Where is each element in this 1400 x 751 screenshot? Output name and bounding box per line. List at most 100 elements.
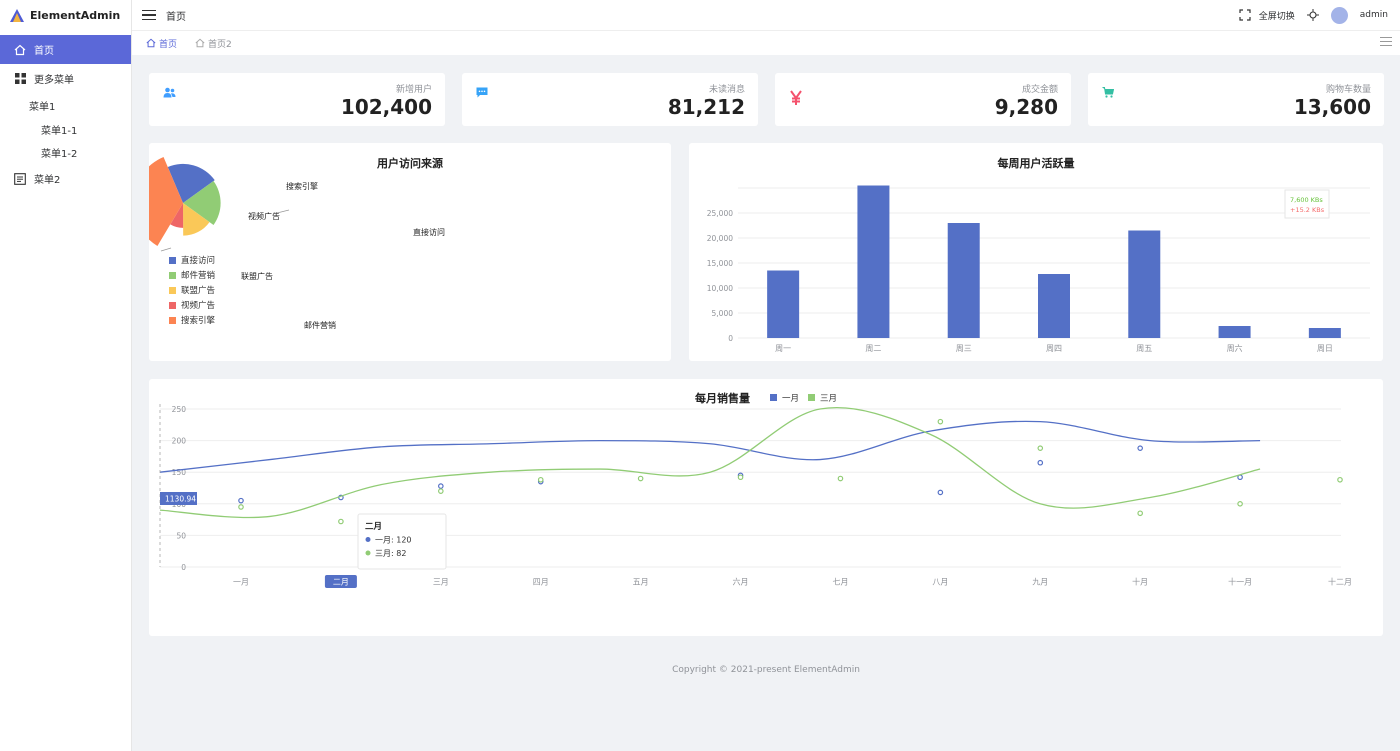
footer-copyright: Copyright © 2021-present ElementAdmin — [672, 665, 860, 675]
line-ytick: 0 — [181, 563, 186, 572]
fullscreen-icon[interactable] — [1239, 9, 1251, 21]
logo[interactable]: ElementAdmin — [0, 0, 131, 30]
sidebar-item-label: 菜单2 — [34, 175, 61, 186]
pie-legend-item[interactable]: 邮件营销 — [181, 270, 216, 281]
line-point[interactable] — [537, 476, 544, 483]
pie-legend-item[interactable]: 联盟广告 — [181, 285, 215, 296]
sidebar: ElementAdmin 首页 更多菜单 菜单1 菜单1-1 菜单1-2 菜单2 — [0, 0, 132, 751]
pie-label-video: 视频广告 — [248, 211, 280, 221]
pie-legend-item[interactable]: 视频广告 — [181, 300, 215, 311]
pie-legend-swatch — [169, 317, 176, 324]
pie-slice-2[interactable] — [183, 203, 210, 236]
stat-label: 购物车数量 — [1325, 85, 1371, 95]
bar-tooltip-line1: 7,600 KBs — [1290, 196, 1323, 204]
line-point[interactable] — [937, 418, 944, 425]
bar-xtick: 周四 — [1046, 344, 1062, 353]
tab-home2[interactable]: 首页2 — [195, 37, 232, 50]
line-point[interactable] — [438, 483, 444, 489]
line-xtick: 二月 — [333, 578, 349, 587]
bar-tooltip: 7,600 KBs +15.2 KBs — [1284, 189, 1330, 219]
hamburger-menu-icon[interactable] — [142, 9, 156, 21]
line-xtick: 十月 — [1132, 577, 1148, 587]
line-point[interactable] — [338, 518, 344, 525]
home-icon — [146, 38, 156, 48]
line-ytick: 150 — [172, 468, 187, 477]
line-xtick: 十二月 — [1328, 577, 1352, 587]
line-tooltip: 二月 一月: 120 三月: 82 — [357, 513, 447, 570]
bar-5[interactable] — [1218, 326, 1251, 338]
line-point[interactable] — [1037, 445, 1044, 451]
line-point[interactable] — [1137, 445, 1143, 451]
line-ytick: 250 — [172, 405, 187, 414]
tags-menu-icon[interactable] — [1380, 37, 1392, 46]
sidebar-item-menu1-2[interactable]: 菜单1-2 — [0, 141, 131, 164]
bar-0[interactable] — [767, 270, 800, 339]
username[interactable]: admin — [1359, 10, 1388, 20]
bar-ytick: 15,000 — [707, 259, 733, 268]
line-xtick: 九月 — [1032, 578, 1048, 587]
pie-slice-0[interactable] — [167, 163, 215, 203]
pie-legend-item[interactable]: 直接访问 — [181, 255, 215, 266]
sidebar-item-menu2[interactable]: 菜单2 — [0, 164, 131, 193]
line-point[interactable] — [438, 488, 444, 494]
grid-icon — [12, 73, 28, 84]
sidebar-item-label: 首页 — [34, 46, 54, 57]
line-tooltip-line1: 一月: 120 — [375, 536, 412, 545]
stat-card-unread-messages: 未读消息 81,212 — [462, 73, 758, 126]
line-point[interactable] — [1237, 501, 1243, 507]
bar-2[interactable] — [947, 223, 980, 338]
sidebar-item-label: 菜单1-2 — [41, 149, 78, 160]
bar-6[interactable] — [1308, 328, 1341, 338]
bar-chart: 0 5,000 10,000 15,000 20,000 25,000 周一 周二 周三 周四 周… — [707, 185, 1370, 353]
sidebar-item-menu1[interactable]: 菜单1 — [0, 93, 131, 118]
line-series-1 — [159, 406, 1261, 519]
bar-3[interactable] — [1038, 274, 1070, 338]
line-series-0 — [159, 420, 1261, 473]
line-point[interactable] — [1337, 476, 1343, 483]
axis-pointer-box — [160, 492, 197, 505]
stat-card-cart-count: 购物车数量 13,600 — [1088, 73, 1384, 126]
tab-home[interactable]: 首页 — [146, 37, 177, 50]
bar-4[interactable] — [1128, 230, 1161, 339]
line-point[interactable] — [737, 474, 744, 481]
bar-xtick: 周三 — [956, 344, 972, 353]
pie-label-direct: 直接访问 — [413, 227, 445, 237]
tab-label: 首页2 — [208, 39, 232, 50]
fullscreen-toggle[interactable]: 全屏切换 — [1258, 11, 1295, 22]
users-icon — [163, 87, 176, 98]
line-tooltip-title: 二月 — [365, 522, 382, 532]
pie-chart-title: 用户访问来源 — [377, 157, 443, 170]
pie-legend-swatch — [169, 287, 176, 294]
line-point[interactable] — [637, 475, 644, 482]
pie-slice-4[interactable] — [149, 156, 183, 246]
line-xtick: 三月 — [433, 578, 449, 587]
sidebar-item-home[interactable]: 首页 — [0, 35, 131, 64]
line-point[interactable] — [1037, 459, 1044, 466]
locate-icon[interactable] — [1306, 9, 1319, 21]
logo-icon — [10, 8, 24, 22]
line-legend-item[interactable]: 一月 — [782, 394, 799, 404]
line-point[interactable] — [837, 475, 844, 482]
bar-chart-panel: 每周用户活跃量 0 5,000 10,000 15,000 20,000 25,000 周… — [689, 143, 1383, 361]
app-name: ElementAdmin — [30, 8, 121, 22]
line-point[interactable] — [238, 497, 244, 504]
pie-legend-item[interactable]: 搜索引擎 — [181, 315, 216, 326]
line-point[interactable] — [1137, 510, 1143, 517]
bar-1[interactable] — [857, 185, 890, 339]
avatar[interactable] — [1330, 6, 1348, 24]
line-point[interactable] — [937, 489, 944, 496]
bar-ytick: 25,000 — [707, 209, 733, 218]
top-header: 首页 全屏切换 admin — [132, 0, 1400, 30]
sidebar-item-menu1-1[interactable]: 菜单1-1 — [0, 118, 131, 141]
pie-slice-1[interactable] — [183, 181, 221, 225]
bar-xtick: 周二 — [865, 344, 881, 353]
line-point[interactable] — [238, 504, 244, 510]
sidebar-item-more-menu[interactable]: 更多菜单 — [0, 64, 131, 93]
home-icon — [195, 38, 205, 48]
line-legend-item[interactable]: 三月 — [820, 394, 837, 404]
bar-ytick: 10,000 — [707, 284, 733, 293]
pie-slice-3[interactable] — [170, 203, 184, 228]
line-xtick: 四月 — [533, 578, 549, 587]
sidebar-item-label: 菜单1 — [29, 102, 56, 113]
